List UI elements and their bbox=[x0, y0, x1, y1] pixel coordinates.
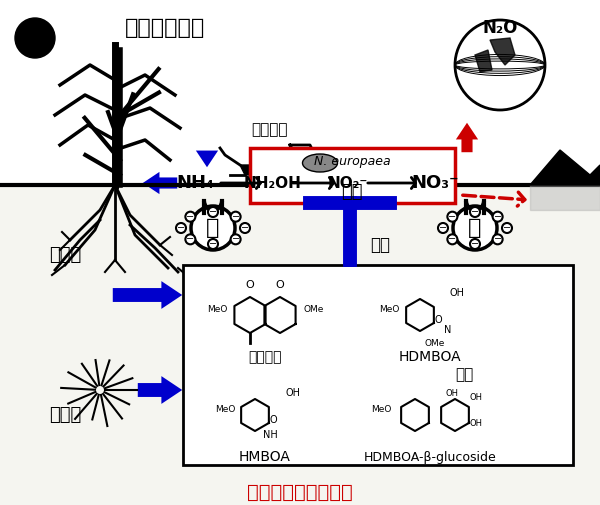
Text: −: − bbox=[187, 212, 194, 222]
Text: −: − bbox=[209, 207, 217, 217]
Text: −: − bbox=[232, 234, 239, 244]
Text: NH: NH bbox=[263, 430, 277, 440]
Text: トウモロコシ: トウモロコシ bbox=[125, 18, 205, 38]
Circle shape bbox=[448, 234, 457, 244]
Text: −: − bbox=[471, 239, 479, 249]
Circle shape bbox=[185, 212, 196, 222]
Ellipse shape bbox=[302, 154, 337, 172]
Text: 抑制: 抑制 bbox=[370, 236, 390, 254]
Text: OH: OH bbox=[470, 392, 483, 401]
Text: OMe: OMe bbox=[303, 306, 323, 315]
Text: O: O bbox=[275, 280, 284, 290]
Text: 変換: 変換 bbox=[455, 368, 473, 382]
Text: −: − bbox=[494, 234, 502, 244]
Text: ゼアノン: ゼアノン bbox=[248, 350, 282, 364]
Text: OMe: OMe bbox=[425, 338, 445, 347]
Circle shape bbox=[230, 234, 241, 244]
Polygon shape bbox=[240, 165, 280, 175]
Circle shape bbox=[191, 206, 235, 250]
Circle shape bbox=[240, 223, 250, 233]
Polygon shape bbox=[530, 185, 600, 210]
Text: O: O bbox=[245, 280, 254, 290]
Text: 窒素肥料: 窒素肥料 bbox=[252, 123, 288, 137]
Text: NH₂OH: NH₂OH bbox=[244, 176, 302, 190]
Text: N. europaea: N. europaea bbox=[314, 156, 391, 169]
Circle shape bbox=[470, 207, 480, 217]
Circle shape bbox=[502, 223, 512, 233]
Bar bbox=[0, 185, 600, 505]
Text: N₂O: N₂O bbox=[482, 19, 518, 37]
Text: −: − bbox=[448, 234, 457, 244]
Circle shape bbox=[208, 239, 218, 249]
Text: −: − bbox=[187, 234, 194, 244]
Text: O: O bbox=[269, 415, 277, 425]
FancyBboxPatch shape bbox=[250, 148, 455, 203]
Text: −: − bbox=[503, 223, 511, 233]
Text: −: − bbox=[448, 212, 457, 222]
Text: −: − bbox=[232, 212, 239, 222]
FancyBboxPatch shape bbox=[183, 265, 573, 465]
Text: MeO: MeO bbox=[206, 306, 227, 315]
Text: O: O bbox=[434, 315, 442, 325]
Text: 硝化抑制物質の発見: 硝化抑制物質の発見 bbox=[247, 482, 353, 501]
Text: 根表層: 根表層 bbox=[49, 246, 81, 264]
Text: MeO: MeO bbox=[371, 406, 392, 415]
Text: OH: OH bbox=[445, 388, 458, 397]
Text: −: − bbox=[471, 207, 479, 217]
Text: MeO: MeO bbox=[215, 406, 235, 415]
Circle shape bbox=[455, 20, 545, 110]
Polygon shape bbox=[530, 150, 600, 185]
Polygon shape bbox=[490, 38, 515, 65]
Text: NH₄: NH₄ bbox=[176, 174, 214, 192]
Circle shape bbox=[15, 18, 55, 58]
Text: −: − bbox=[241, 223, 249, 233]
Circle shape bbox=[208, 207, 218, 217]
Text: OH: OH bbox=[450, 288, 465, 298]
Text: HMBOA: HMBOA bbox=[239, 450, 291, 464]
Circle shape bbox=[185, 234, 196, 244]
Text: NO₂⁻: NO₂⁻ bbox=[328, 176, 368, 190]
Text: 硝化: 硝化 bbox=[341, 183, 363, 201]
Text: HDMBOA: HDMBOA bbox=[398, 350, 461, 364]
Circle shape bbox=[438, 223, 448, 233]
Text: −: − bbox=[494, 212, 502, 222]
Text: N: N bbox=[445, 325, 452, 335]
Polygon shape bbox=[475, 50, 492, 72]
Text: HDMBOA-β-glucoside: HDMBOA-β-glucoside bbox=[364, 450, 496, 464]
Text: −: − bbox=[439, 223, 447, 233]
Circle shape bbox=[176, 223, 186, 233]
Text: −: − bbox=[209, 239, 217, 249]
Circle shape bbox=[448, 212, 457, 222]
Text: MeO: MeO bbox=[380, 306, 400, 315]
Circle shape bbox=[493, 234, 503, 244]
Text: 根内部: 根内部 bbox=[49, 406, 81, 424]
Text: OH: OH bbox=[285, 388, 300, 398]
Text: 土: 土 bbox=[206, 218, 220, 238]
Circle shape bbox=[453, 206, 497, 250]
Text: −: − bbox=[177, 223, 185, 233]
Circle shape bbox=[470, 239, 480, 249]
Text: OH: OH bbox=[470, 419, 483, 428]
Text: NO₃⁻: NO₃⁻ bbox=[411, 174, 459, 192]
Text: 土: 土 bbox=[469, 218, 482, 238]
Circle shape bbox=[230, 212, 241, 222]
Circle shape bbox=[493, 212, 503, 222]
